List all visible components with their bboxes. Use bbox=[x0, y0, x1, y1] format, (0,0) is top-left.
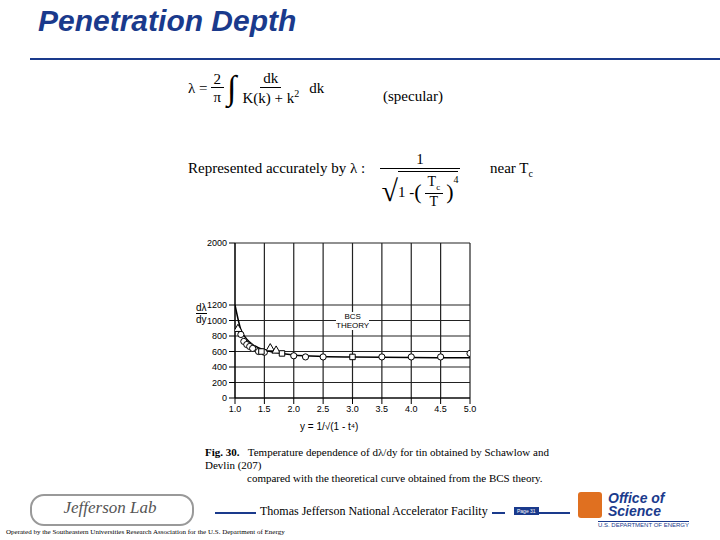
svg-text:200: 200 bbox=[212, 378, 227, 388]
html-text:T ): T ) bbox=[429, 179, 454, 209]
html-text:dy: dy bbox=[196, 314, 207, 325]
svg-text:0: 0 bbox=[222, 393, 227, 403]
svg-text:2000: 2000 bbox=[207, 238, 227, 248]
html-text:Page 31: Page 31 bbox=[517, 508, 536, 514]
html-text:Science: Science bbox=[608, 503, 661, 519]
html-text:compared with the theoretical: compared with the theoretical curve obta… bbox=[247, 472, 543, 484]
svg-text:800: 800 bbox=[212, 331, 227, 341]
svg-text:1.5: 1.5 bbox=[258, 404, 271, 414]
html-text:BCS: BCS bbox=[344, 312, 361, 321]
svg-text:400: 400 bbox=[212, 362, 227, 372]
svg-text:2.5: 2.5 bbox=[317, 404, 330, 414]
html-text:π: π bbox=[213, 89, 222, 105]
html-text:Office of: Office of bbox=[608, 490, 665, 506]
svg-text:1.0: 1.0 bbox=[229, 404, 242, 414]
html-text:(specular): (specular) bbox=[383, 88, 443, 104]
html-text:K(k) + k2: K(k) + k2 bbox=[242, 87, 300, 106]
html-text:Jefferson Lab: Jefferson Lab bbox=[63, 498, 157, 517]
html-text:dk: dk bbox=[309, 79, 325, 96]
svg-text:3.5: 3.5 bbox=[376, 404, 389, 414]
html-text:near Tc: near Tc bbox=[490, 160, 533, 179]
html-text:1: 1 bbox=[416, 151, 424, 167]
svg-text:4.0: 4.0 bbox=[405, 404, 418, 414]
html-text:λ =: λ = bbox=[188, 79, 208, 96]
html-text:2: 2 bbox=[213, 70, 221, 87]
html-text:Penetration Depth: Penetration Depth bbox=[38, 4, 297, 37]
svg-text:600: 600 bbox=[212, 347, 227, 357]
html-text:√1 -( Tc: √1 -( Tc bbox=[381, 173, 441, 207]
svg-text:2.0: 2.0 bbox=[287, 404, 300, 414]
html-text:dk: dk bbox=[263, 70, 279, 86]
svg-text:4.5: 4.5 bbox=[434, 404, 447, 414]
html-text:4: 4 bbox=[453, 174, 459, 185]
html-text:Fig. 30.: Fig. 30. bbox=[205, 446, 240, 458]
html-text:THEORY: THEORY bbox=[336, 321, 370, 330]
svg-text:5.0: 5.0 bbox=[464, 404, 477, 414]
html-text:dλ: dλ bbox=[196, 302, 207, 313]
html-text:Operated by the Southeastern U: Operated by the Southeastern Universitie… bbox=[6, 528, 285, 536]
svg-text:3.0: 3.0 bbox=[346, 404, 359, 414]
html-text:Thomas Jefferson National Acce: Thomas Jefferson National Accelerator Fa… bbox=[260, 504, 488, 518]
html-text:Represented accurately by λ :: Represented accurately by λ : bbox=[188, 160, 366, 176]
svg-text:1200: 1200 bbox=[207, 300, 227, 310]
html-text:U.S. DEPARTMENT OF ENERGY: U.S. DEPARTMENT OF ENERGY bbox=[598, 522, 689, 528]
html-text:Temperature dependence of dλ/d: Temperature dependence of dλ/dy for tin … bbox=[205, 446, 549, 471]
svg-text:1000: 1000 bbox=[207, 316, 227, 326]
html-text:y = 1/√(1 - t⁴): y = 1/√(1 - t⁴) bbox=[300, 421, 359, 432]
